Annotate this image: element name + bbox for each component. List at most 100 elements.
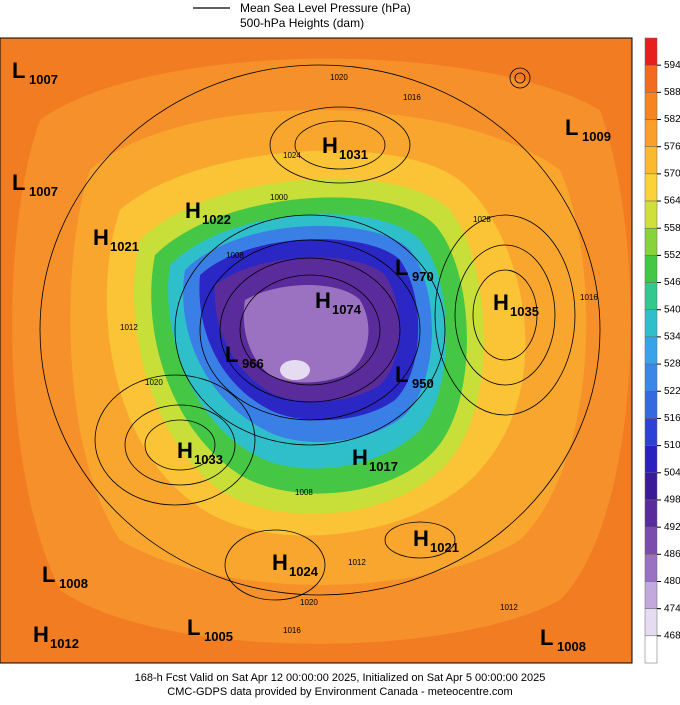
colorbar-cell (644, 92, 658, 120)
map (0, 38, 632, 663)
isobar-label: 1028 (473, 215, 491, 224)
center-value: 1007 (29, 184, 58, 199)
colorbar-cell (644, 418, 658, 446)
center-kind: H (352, 445, 368, 470)
colorbar-label: 468 (664, 630, 680, 641)
center-kind: H (177, 438, 193, 463)
center-value: 1024 (289, 564, 319, 579)
pressure-center: H 1021 (93, 225, 139, 254)
colorbar-cell (644, 499, 658, 528)
center-value: 1012 (50, 636, 79, 651)
center-value: 1007 (29, 72, 58, 87)
isobar-label: 1012 (348, 558, 366, 567)
colorbar-label: 558 (664, 223, 680, 234)
center-value: 1008 (59, 576, 88, 591)
colorbar-cell (644, 227, 658, 256)
center-value: 1022 (202, 212, 231, 227)
center-value: 970 (412, 269, 434, 284)
center-kind: L (42, 562, 55, 587)
colorbar-cell (644, 200, 658, 229)
colorbar-cell (644, 445, 658, 474)
colorbar-label: 522 (664, 386, 680, 397)
colorbar-label: 528 (664, 359, 680, 370)
center-kind: L (395, 362, 408, 387)
colorbar-cell (644, 146, 658, 175)
pressure-center: L 1007 (12, 58, 58, 87)
center-value: 1005 (204, 629, 233, 644)
pressure-center: H 1035 (493, 290, 539, 319)
colorbar-label: 504 (664, 467, 680, 478)
center-value: 1008 (557, 639, 586, 654)
height-band (243, 285, 369, 383)
center-value: 950 (412, 376, 434, 391)
colorbar-label: 570 (664, 169, 680, 180)
colorbar-label: 480 (664, 576, 680, 587)
center-kind: L (565, 115, 578, 140)
pressure-center: L 970 (395, 255, 434, 284)
colorbar-cell (644, 336, 658, 365)
isobar-label: 1012 (120, 323, 138, 332)
colorbar-cell (644, 309, 658, 338)
center-kind: H (315, 288, 331, 313)
pressure-center: L 950 (395, 362, 434, 391)
colorbar-label: 564 (664, 196, 680, 207)
colorbar: 594 588 582 576 570 564 558 552 546 540 534 528 522 5… (644, 37, 680, 664)
pressure-center: H 1074 (315, 288, 362, 317)
center-kind: H (93, 225, 109, 250)
colorbar-cell (644, 119, 658, 147)
legend-line-label: Mean Sea Level Pressure (hPa) (240, 1, 411, 15)
colorbar-label: 582 (664, 114, 680, 125)
colorbar-cell (644, 608, 658, 637)
isobar-label: 1016 (580, 293, 598, 302)
isobar-label: 1020 (330, 73, 348, 82)
colorbar-cell (644, 526, 658, 555)
colorbar-cell (644, 64, 658, 93)
colorbar-cell (644, 282, 658, 310)
center-value: 1021 (110, 239, 139, 254)
colorbar-cell (644, 581, 658, 609)
center-kind: L (225, 342, 238, 367)
isobar-label: 1016 (403, 93, 421, 102)
isobar-label: 1008 (295, 488, 313, 497)
pressure-center: H 1017 (352, 445, 398, 474)
colorbar-label: 498 (664, 495, 680, 506)
center-kind: H (413, 526, 429, 551)
center-kind: H (493, 290, 509, 315)
colorbar-label: 492 (664, 522, 680, 533)
isobar-label: 1008 (226, 251, 244, 260)
center-kind: H (185, 198, 201, 223)
colorbar-label: 576 (664, 141, 680, 152)
colorbar-label: 552 (664, 250, 680, 261)
map-frame (0, 37, 633, 664)
isobars (39, 64, 601, 601)
isobar-label: 1012 (500, 603, 518, 612)
pressure-center: H 1012 (33, 622, 79, 651)
center-kind: H (272, 550, 288, 575)
isobar-label: 1020 (300, 598, 318, 607)
colorbar-label: 534 (664, 332, 680, 343)
isobar-label: 1020 (145, 378, 163, 387)
center-kind: L (540, 625, 553, 650)
center-value: 1035 (510, 304, 539, 319)
center-value: 1031 (339, 147, 368, 162)
colorbar-label: 588 (664, 87, 680, 98)
colorbar-label: 594 (664, 60, 680, 71)
isobar-label: 1024 (283, 151, 301, 160)
center-kind: L (12, 58, 25, 83)
pressure-center: L 966 (225, 342, 264, 371)
colorbar-cell (644, 472, 658, 501)
pressure-center: L 1008 (540, 625, 586, 654)
height-band (280, 360, 310, 380)
colorbar-cell (644, 391, 658, 419)
pressure-center: H 1022 (185, 198, 231, 227)
isobar-label: 1016 (283, 626, 301, 635)
colorbar-cell (644, 635, 658, 664)
center-kind: H (33, 622, 49, 647)
pressure-center: L 1007 (12, 170, 58, 199)
center-value: 1074 (332, 302, 362, 317)
colorbar-cell (644, 173, 658, 202)
pressure-center: L 1008 (42, 562, 88, 591)
colorbar-label: 510 (664, 440, 680, 451)
center-value: 1017 (369, 459, 398, 474)
